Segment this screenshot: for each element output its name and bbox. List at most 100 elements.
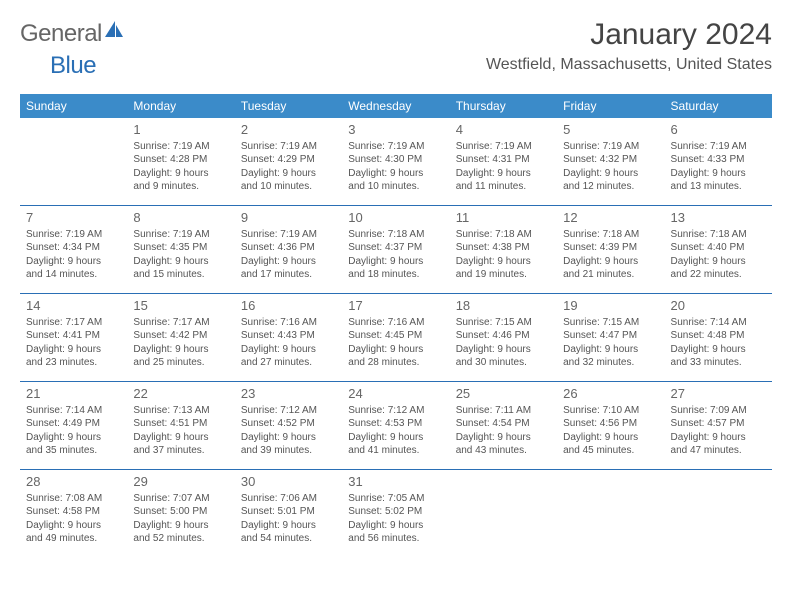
- cell-sunrise: Sunrise: 7:19 AM: [241, 228, 336, 242]
- cell-sunset: Sunset: 4:46 PM: [456, 329, 551, 343]
- cell-day2: and 17 minutes.: [241, 268, 336, 282]
- cell-sunset: Sunset: 5:01 PM: [241, 505, 336, 519]
- cell-day1: Daylight: 9 hours: [671, 255, 766, 269]
- calendar-cell: 27Sunrise: 7:09 AMSunset: 4:57 PMDayligh…: [665, 382, 772, 470]
- weekday-header: Sunday: [20, 94, 127, 118]
- calendar-cell: [665, 470, 772, 558]
- calendar-cell: 8Sunrise: 7:19 AMSunset: 4:35 PMDaylight…: [127, 206, 234, 294]
- cell-sunrise: Sunrise: 7:10 AM: [563, 404, 658, 418]
- weekday-header: Saturday: [665, 94, 772, 118]
- calendar-cell: 3Sunrise: 7:19 AMSunset: 4:30 PMDaylight…: [342, 118, 449, 206]
- calendar-cell: 12Sunrise: 7:18 AMSunset: 4:39 PMDayligh…: [557, 206, 664, 294]
- cell-sunset: Sunset: 4:51 PM: [133, 417, 228, 431]
- cell-sunset: Sunset: 5:00 PM: [133, 505, 228, 519]
- calendar-cell: 14Sunrise: 7:17 AMSunset: 4:41 PMDayligh…: [20, 294, 127, 382]
- day-number: 20: [671, 297, 766, 315]
- calendar-cell: 4Sunrise: 7:19 AMSunset: 4:31 PMDaylight…: [450, 118, 557, 206]
- calendar-cell: 20Sunrise: 7:14 AMSunset: 4:48 PMDayligh…: [665, 294, 772, 382]
- day-number: 28: [26, 473, 121, 491]
- calendar-cell: 31Sunrise: 7:05 AMSunset: 5:02 PMDayligh…: [342, 470, 449, 558]
- calendar-cell: 9Sunrise: 7:19 AMSunset: 4:36 PMDaylight…: [235, 206, 342, 294]
- cell-sunrise: Sunrise: 7:19 AM: [456, 140, 551, 154]
- day-number: 12: [563, 209, 658, 227]
- cell-sunset: Sunset: 4:35 PM: [133, 241, 228, 255]
- calendar-cell: 6Sunrise: 7:19 AMSunset: 4:33 PMDaylight…: [665, 118, 772, 206]
- cell-sunrise: Sunrise: 7:16 AM: [348, 316, 443, 330]
- calendar-row: 14Sunrise: 7:17 AMSunset: 4:41 PMDayligh…: [20, 294, 772, 382]
- cell-day1: Daylight: 9 hours: [133, 519, 228, 533]
- cell-sunset: Sunset: 4:36 PM: [241, 241, 336, 255]
- cell-day2: and 21 minutes.: [563, 268, 658, 282]
- calendar-cell: 25Sunrise: 7:11 AMSunset: 4:54 PMDayligh…: [450, 382, 557, 470]
- cell-day1: Daylight: 9 hours: [26, 343, 121, 357]
- calendar-cell: 22Sunrise: 7:13 AMSunset: 4:51 PMDayligh…: [127, 382, 234, 470]
- calendar-cell: 24Sunrise: 7:12 AMSunset: 4:53 PMDayligh…: [342, 382, 449, 470]
- cell-day1: Daylight: 9 hours: [456, 343, 551, 357]
- cell-day1: Daylight: 9 hours: [563, 167, 658, 181]
- cell-sunset: Sunset: 4:52 PM: [241, 417, 336, 431]
- cell-day2: and 39 minutes.: [241, 444, 336, 458]
- weekday-row: SundayMondayTuesdayWednesdayThursdayFrid…: [20, 94, 772, 118]
- calendar-row: 21Sunrise: 7:14 AMSunset: 4:49 PMDayligh…: [20, 382, 772, 470]
- day-number: 29: [133, 473, 228, 491]
- cell-day1: Daylight: 9 hours: [241, 519, 336, 533]
- cell-day1: Daylight: 9 hours: [348, 519, 443, 533]
- cell-day1: Daylight: 9 hours: [671, 167, 766, 181]
- day-number: 7: [26, 209, 121, 227]
- cell-sunrise: Sunrise: 7:19 AM: [671, 140, 766, 154]
- calendar-cell: 2Sunrise: 7:19 AMSunset: 4:29 PMDaylight…: [235, 118, 342, 206]
- cell-day1: Daylight: 9 hours: [348, 255, 443, 269]
- calendar-cell: 26Sunrise: 7:10 AMSunset: 4:56 PMDayligh…: [557, 382, 664, 470]
- cell-day1: Daylight: 9 hours: [348, 167, 443, 181]
- cell-day2: and 11 minutes.: [456, 180, 551, 194]
- day-number: 22: [133, 385, 228, 403]
- cell-sunset: Sunset: 4:33 PM: [671, 153, 766, 167]
- cell-sunset: Sunset: 4:29 PM: [241, 153, 336, 167]
- cell-day2: and 10 minutes.: [348, 180, 443, 194]
- day-number: 19: [563, 297, 658, 315]
- cell-day1: Daylight: 9 hours: [241, 343, 336, 357]
- day-number: 5: [563, 121, 658, 139]
- cell-sunrise: Sunrise: 7:08 AM: [26, 492, 121, 506]
- cell-day2: and 14 minutes.: [26, 268, 121, 282]
- cell-day2: and 41 minutes.: [348, 444, 443, 458]
- calendar-cell: 15Sunrise: 7:17 AMSunset: 4:42 PMDayligh…: [127, 294, 234, 382]
- cell-day2: and 15 minutes.: [133, 268, 228, 282]
- weekday-header: Tuesday: [235, 94, 342, 118]
- day-number: 18: [456, 297, 551, 315]
- day-number: 26: [563, 385, 658, 403]
- cell-sunset: Sunset: 4:34 PM: [26, 241, 121, 255]
- cell-sunrise: Sunrise: 7:12 AM: [348, 404, 443, 418]
- cell-sunset: Sunset: 4:45 PM: [348, 329, 443, 343]
- cell-day1: Daylight: 9 hours: [563, 431, 658, 445]
- day-number: 6: [671, 121, 766, 139]
- cell-day1: Daylight: 9 hours: [26, 431, 121, 445]
- day-number: 15: [133, 297, 228, 315]
- cell-sunset: Sunset: 4:48 PM: [671, 329, 766, 343]
- day-number: 9: [241, 209, 336, 227]
- weekday-header: Wednesday: [342, 94, 449, 118]
- calendar-cell: 10Sunrise: 7:18 AMSunset: 4:37 PMDayligh…: [342, 206, 449, 294]
- cell-sunrise: Sunrise: 7:19 AM: [348, 140, 443, 154]
- cell-day2: and 43 minutes.: [456, 444, 551, 458]
- day-number: 13: [671, 209, 766, 227]
- day-number: 27: [671, 385, 766, 403]
- calendar-cell: 29Sunrise: 7:07 AMSunset: 5:00 PMDayligh…: [127, 470, 234, 558]
- cell-day1: Daylight: 9 hours: [563, 343, 658, 357]
- cell-day1: Daylight: 9 hours: [133, 343, 228, 357]
- cell-sunrise: Sunrise: 7:14 AM: [26, 404, 121, 418]
- calendar-body: 1Sunrise: 7:19 AMSunset: 4:28 PMDaylight…: [20, 118, 772, 557]
- cell-sunset: Sunset: 4:49 PM: [26, 417, 121, 431]
- cell-sunrise: Sunrise: 7:15 AM: [456, 316, 551, 330]
- calendar-row: 28Sunrise: 7:08 AMSunset: 4:58 PMDayligh…: [20, 470, 772, 558]
- cell-sunrise: Sunrise: 7:09 AM: [671, 404, 766, 418]
- cell-day1: Daylight: 9 hours: [456, 255, 551, 269]
- title-block: January 2024 Westfield, Massachusetts, U…: [486, 18, 772, 74]
- cell-sunrise: Sunrise: 7:19 AM: [563, 140, 658, 154]
- cell-sunrise: Sunrise: 7:18 AM: [348, 228, 443, 242]
- cell-day2: and 45 minutes.: [563, 444, 658, 458]
- cell-day1: Daylight: 9 hours: [563, 255, 658, 269]
- cell-day2: and 52 minutes.: [133, 532, 228, 546]
- day-number: 8: [133, 209, 228, 227]
- cell-sunrise: Sunrise: 7:06 AM: [241, 492, 336, 506]
